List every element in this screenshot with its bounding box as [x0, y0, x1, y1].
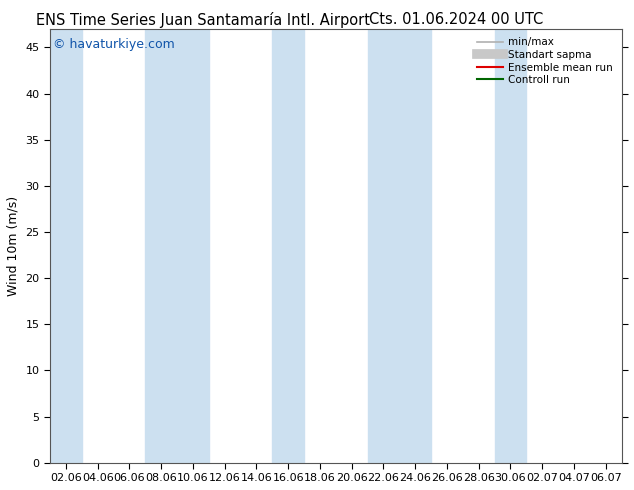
- Y-axis label: Wind 10m (m/s): Wind 10m (m/s): [7, 196, 20, 296]
- Text: © havaturkiye.com: © havaturkiye.com: [53, 38, 174, 50]
- Bar: [495, 29, 526, 463]
- Bar: [272, 29, 304, 463]
- Bar: [368, 29, 431, 463]
- Bar: [50, 29, 82, 463]
- Text: Cts. 01.06.2024 00 UTC: Cts. 01.06.2024 00 UTC: [370, 12, 543, 27]
- Bar: [145, 29, 209, 463]
- Text: ENS Time Series Juan Santamaría Intl. Airport: ENS Time Series Juan Santamaría Intl. Ai…: [36, 12, 370, 28]
- Legend: min/max, Standart sapma, Ensemble mean run, Controll run: min/max, Standart sapma, Ensemble mean r…: [474, 34, 616, 88]
